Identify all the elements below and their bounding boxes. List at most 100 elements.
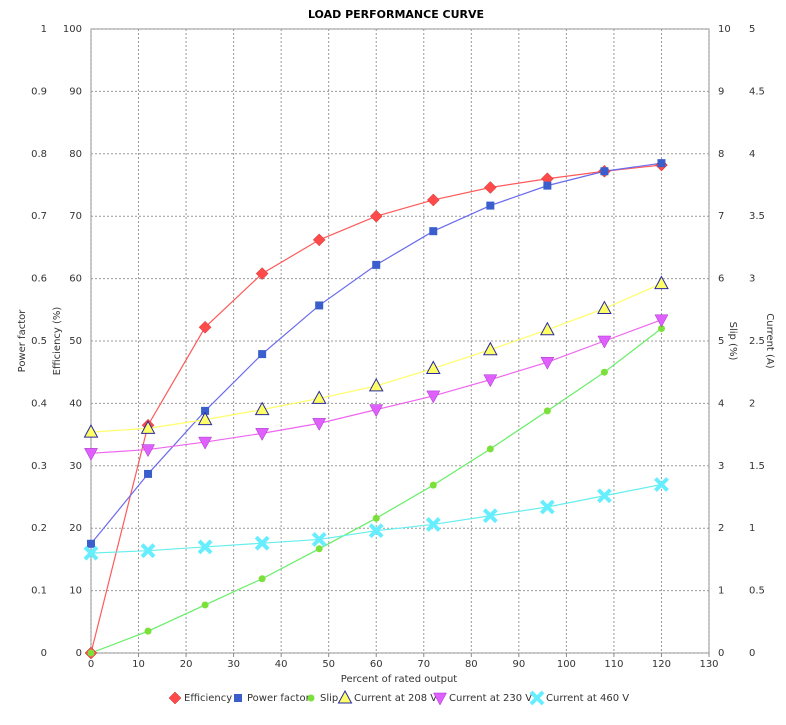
marker bbox=[483, 374, 498, 388]
y-tick-label: 70 bbox=[69, 211, 82, 222]
y-tick-label: 10 bbox=[718, 24, 731, 35]
legend-label: Current at 460 V bbox=[546, 693, 629, 704]
marker bbox=[539, 499, 555, 515]
marker bbox=[87, 649, 95, 657]
marker bbox=[255, 267, 269, 280]
marker bbox=[425, 360, 441, 374]
marker bbox=[543, 407, 551, 415]
marker bbox=[140, 543, 156, 559]
marker bbox=[597, 300, 612, 315]
legend-marker bbox=[307, 694, 315, 702]
marker bbox=[201, 601, 209, 609]
y-tick-label: 0.9 bbox=[31, 86, 47, 97]
y-tick-label: 20 bbox=[69, 523, 82, 534]
marker bbox=[600, 167, 609, 176]
marker bbox=[486, 201, 495, 210]
marker bbox=[657, 159, 666, 168]
marker bbox=[315, 301, 324, 310]
y-axis-label: Current (A) bbox=[764, 313, 775, 368]
marker bbox=[654, 275, 669, 290]
marker bbox=[198, 436, 213, 450]
marker bbox=[540, 356, 555, 370]
marker bbox=[312, 418, 327, 431]
marker bbox=[144, 469, 153, 478]
y-tick-label: 1 bbox=[41, 24, 47, 35]
y-axis-label: Slip (%) bbox=[727, 322, 738, 361]
marker bbox=[83, 424, 99, 438]
marker bbox=[543, 181, 552, 190]
legend-label: Current at 230 V bbox=[449, 693, 532, 704]
x-tick-label: 0 bbox=[88, 659, 94, 670]
marker bbox=[369, 404, 384, 418]
y-tick-label: 0.5 bbox=[31, 336, 47, 347]
marker bbox=[144, 627, 152, 635]
x-tick-label: 60 bbox=[370, 659, 383, 670]
x-tick-label: 110 bbox=[604, 659, 623, 670]
y-tick-label: 5 bbox=[718, 336, 724, 347]
y-tick-label: 0.5 bbox=[749, 586, 765, 597]
legend-label: Slip bbox=[320, 693, 338, 704]
legend-label: Efficiency bbox=[184, 693, 232, 704]
marker bbox=[597, 335, 612, 349]
chart-title: LOAD PERFORMANCE CURVE bbox=[308, 8, 484, 21]
marker bbox=[657, 325, 665, 333]
marker bbox=[141, 444, 155, 458]
x-tick-label: 30 bbox=[227, 659, 240, 670]
marker bbox=[426, 193, 440, 207]
marker bbox=[368, 523, 384, 539]
marker bbox=[140, 420, 156, 434]
y-tick-label: 6 bbox=[718, 274, 724, 285]
y-tick-label: 2 bbox=[749, 398, 755, 409]
marker bbox=[311, 532, 327, 547]
y-axis-label: Power factor bbox=[17, 309, 28, 373]
y-tick-label: 1.5 bbox=[749, 461, 765, 472]
marker bbox=[540, 321, 555, 336]
legend-marker bbox=[433, 692, 447, 706]
y-tick-label: 60 bbox=[69, 274, 82, 285]
y-tick-label: 30 bbox=[69, 461, 82, 472]
x-tick-label: 50 bbox=[322, 659, 335, 670]
marker bbox=[425, 517, 441, 532]
marker bbox=[258, 350, 267, 359]
marker bbox=[197, 539, 213, 555]
legend-label: Power factor bbox=[247, 693, 311, 704]
y-tick-label: 4 bbox=[718, 398, 724, 409]
marker bbox=[600, 368, 608, 376]
marker bbox=[483, 181, 497, 194]
marker bbox=[482, 341, 498, 356]
marker bbox=[255, 428, 270, 441]
y-axis-label: Efficiency (%) bbox=[52, 307, 63, 376]
y-tick-label: 1 bbox=[749, 523, 755, 534]
y-tick-label: 50 bbox=[69, 336, 82, 347]
y-tick-label: 0.7 bbox=[31, 211, 47, 222]
marker bbox=[254, 535, 270, 551]
y-tick-label: 0.2 bbox=[31, 523, 47, 534]
y-tick-label: 0 bbox=[76, 648, 82, 659]
marker bbox=[254, 401, 270, 416]
y-tick-label: 90 bbox=[69, 86, 82, 97]
marker bbox=[369, 209, 383, 223]
y-tick-label: 0.3 bbox=[31, 461, 47, 472]
marker bbox=[654, 314, 669, 328]
marker bbox=[84, 448, 98, 461]
marker bbox=[486, 445, 494, 453]
marker bbox=[426, 390, 441, 404]
x-tick-label: 10 bbox=[132, 659, 145, 670]
marker bbox=[312, 233, 326, 247]
y-tick-label: 4 bbox=[749, 149, 755, 160]
marker bbox=[258, 575, 266, 583]
y-tick-label: 3.5 bbox=[749, 211, 765, 222]
y-tick-label: 40 bbox=[69, 398, 82, 409]
y-tick-label: 9 bbox=[718, 86, 724, 97]
legend-marker bbox=[168, 691, 182, 705]
x-tick-label: 70 bbox=[417, 659, 430, 670]
x-tick-label: 40 bbox=[275, 659, 288, 670]
y-tick-label: 0 bbox=[41, 648, 47, 659]
legend-marker bbox=[337, 689, 353, 704]
marker bbox=[654, 477, 669, 492]
y-tick-label: 0.4 bbox=[31, 398, 47, 409]
marker bbox=[201, 406, 210, 415]
marker bbox=[372, 260, 381, 269]
legend-marker bbox=[234, 694, 242, 702]
x-tick-label: 130 bbox=[699, 659, 718, 670]
